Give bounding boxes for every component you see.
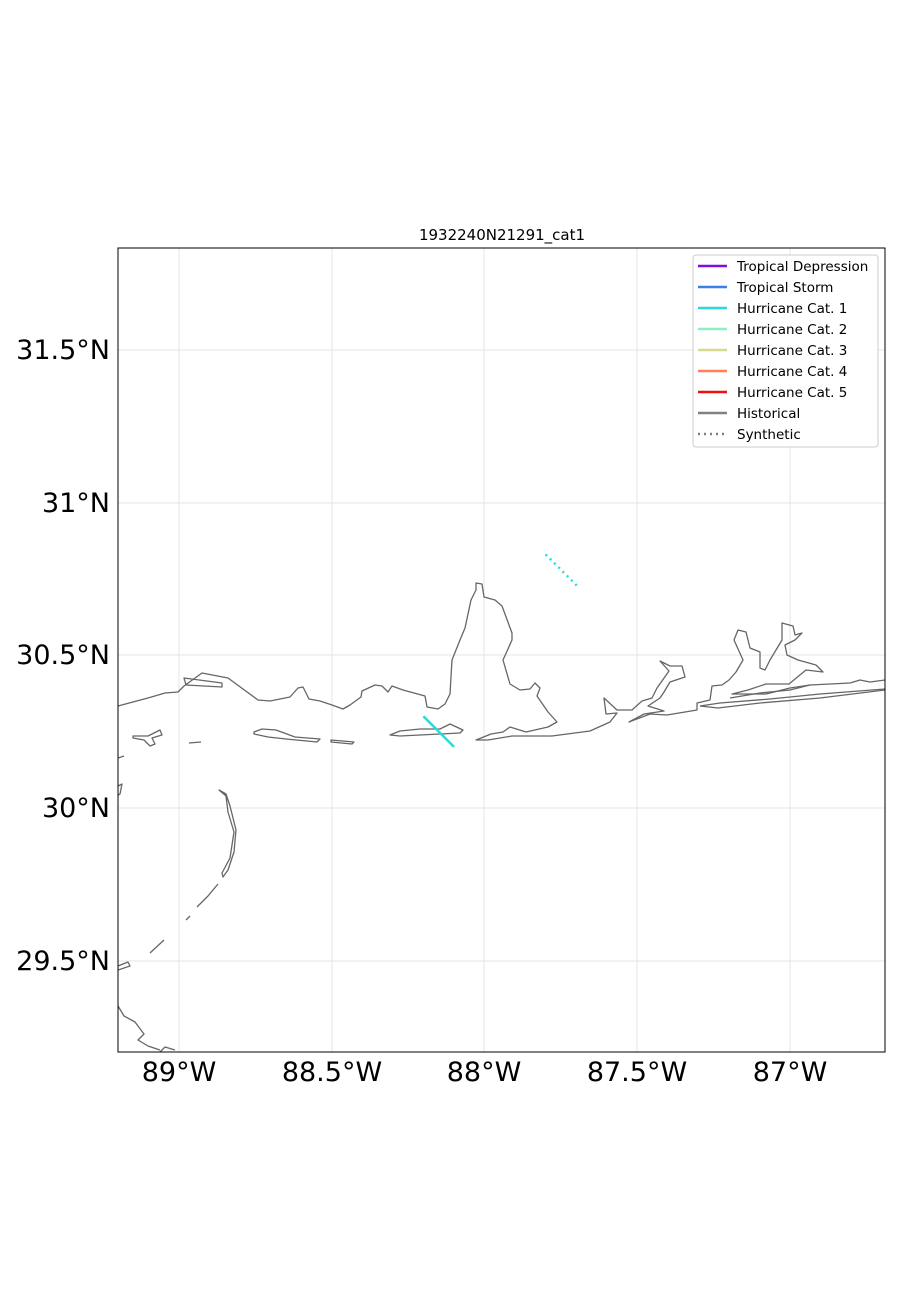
lat-label: 30°N [42,793,110,824]
lon-label: 87.5°W [587,1057,687,1088]
legend-label: Tropical Depression [736,259,868,275]
historical-track [422,715,455,748]
lon-label: 87°W [753,1057,828,1088]
legend-label: Hurricane Cat. 3 [737,343,847,359]
lon-label: 88.5°W [282,1057,382,1088]
coastline [118,582,885,1052]
legend-label: Tropical Storm [736,280,833,296]
lat-label: 29.5°N [16,946,110,977]
lat-label: 30.5°N [16,640,110,671]
legend-label: Hurricane Cat. 5 [737,385,847,401]
lon-label: 89°W [142,1057,217,1088]
legend-box [692,254,879,448]
lat-axis-labels: 29.5°N 30°N 30.5°N 31°N 31.5°N [16,335,110,977]
legend-label: Historical [737,406,800,422]
lon-label: 88°W [447,1057,522,1088]
map-frame [117,247,886,1053]
legend: Tropical Depression Tropical Storm Hurrica… [692,254,879,448]
legend-label: Hurricane Cat. 4 [737,364,847,380]
lat-label: 31.5°N [16,335,110,366]
legend-label: Hurricane Cat. 1 [737,301,847,317]
storm-tracks [422,553,581,748]
lon-axis-labels: 89°W 88.5°W 88°W 87.5°W 87°W [142,1057,828,1088]
synthetic-track [544,553,581,589]
legend-label: Hurricane Cat. 2 [737,322,847,338]
map-title: 1932240N21291_cat1 [419,226,585,245]
legend-label: Synthetic [737,427,801,443]
lat-label: 31°N [42,488,110,519]
